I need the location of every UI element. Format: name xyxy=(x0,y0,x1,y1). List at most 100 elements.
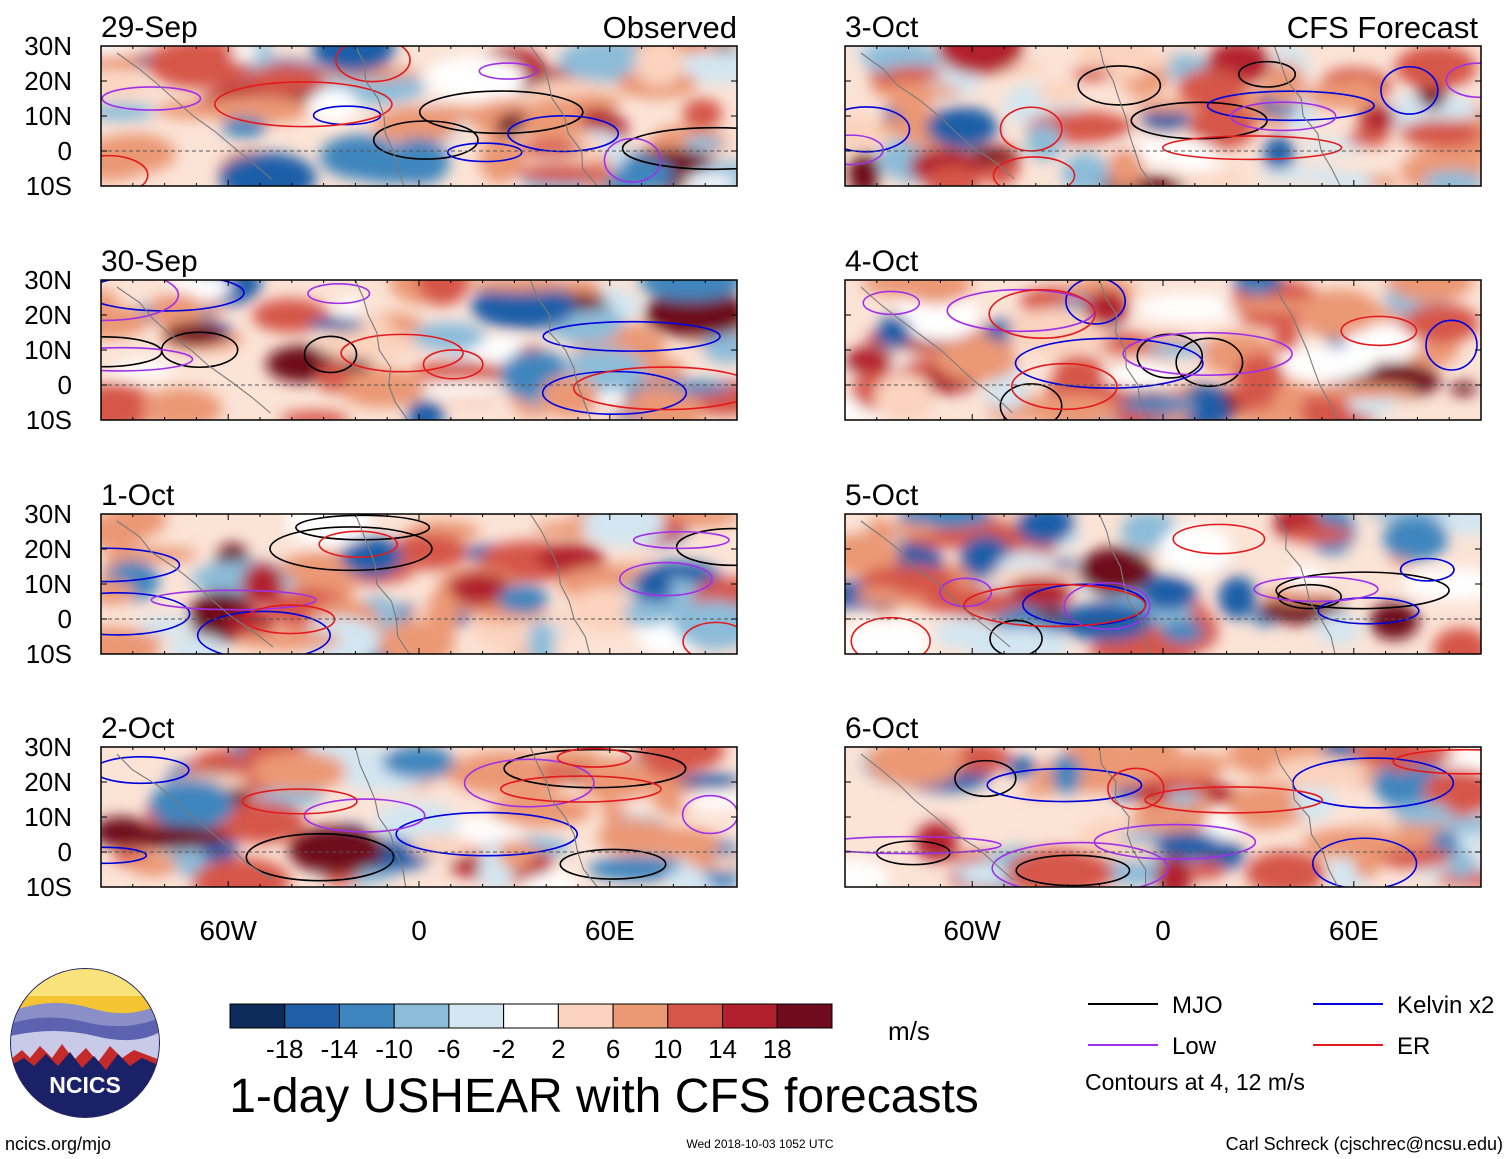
contour-Low xyxy=(463,758,595,808)
contour-Low xyxy=(618,561,713,597)
website-link[interactable]: ncics.org/mjo xyxy=(5,1134,111,1154)
contour-MJO xyxy=(1277,583,1342,610)
contour-ER xyxy=(340,333,464,373)
panel-6-Oct: 6-Oct xyxy=(844,712,1482,888)
heatmap-field xyxy=(845,46,1481,186)
y-tick-label: 10N xyxy=(24,101,72,131)
contour-ER xyxy=(318,530,398,559)
x-tick-label: 60E xyxy=(585,915,635,946)
contour-MJO xyxy=(418,90,584,135)
heatmap-field xyxy=(845,280,1481,420)
contour-ER xyxy=(1107,767,1165,810)
contour-Low xyxy=(862,290,921,316)
contour-Low xyxy=(101,86,202,111)
ncics-logo: NCICS xyxy=(10,968,160,1118)
contour-ER xyxy=(556,747,632,768)
contour-Low xyxy=(939,577,993,608)
panel-date: 5-Oct xyxy=(845,479,919,512)
contour-Kelvin x2 xyxy=(845,106,911,153)
contour-Kelvin x2 xyxy=(1065,280,1126,325)
contour-MJO xyxy=(269,526,433,572)
contour-MJO xyxy=(989,619,1043,654)
colorbar-level: -6 xyxy=(437,1034,460,1064)
colorbar-level: 10 xyxy=(653,1034,682,1064)
y-tick-label: 10S xyxy=(26,639,72,669)
contour-Kelvin x2 xyxy=(542,320,721,352)
contour-Low xyxy=(845,134,884,166)
colorbar-level: 18 xyxy=(763,1034,792,1064)
contour-MJO xyxy=(245,833,395,882)
legend-label: Low xyxy=(1172,1033,1217,1060)
y-tick-label: 20N xyxy=(24,767,72,797)
panel-date: 2-Oct xyxy=(101,712,175,745)
contour-Low xyxy=(101,346,194,372)
heatmap-field xyxy=(101,747,737,887)
contour-Low xyxy=(632,530,730,550)
colorbar-level: 6 xyxy=(606,1034,620,1064)
contour-MJO xyxy=(503,748,687,789)
contour-Low xyxy=(603,137,662,183)
panel-5-Oct: 5-Oct xyxy=(844,479,1482,655)
contour-ER xyxy=(335,46,411,83)
contour-ER xyxy=(850,616,931,654)
contour-ER xyxy=(422,349,484,380)
y-tick-label: 10N xyxy=(24,335,72,365)
contour-MJO xyxy=(1175,337,1244,388)
contour-ER xyxy=(1392,748,1481,775)
contour-MJO xyxy=(621,126,737,171)
heatmap-field xyxy=(101,280,737,420)
contour-ER xyxy=(1010,362,1118,411)
colorbar-level: -10 xyxy=(375,1034,413,1064)
contour-ER xyxy=(572,366,737,411)
contour-ER xyxy=(988,289,1096,340)
contour-Low xyxy=(101,280,180,322)
panel-29-Sep: 30N 20N 10N 0 10S 29-Sep xyxy=(24,11,738,201)
contour-MJO xyxy=(303,335,358,374)
panel-date: 6-Oct xyxy=(845,712,919,745)
observed-header: Observed xyxy=(603,10,737,45)
contour-ER xyxy=(963,583,1147,628)
colorbar-level: -2 xyxy=(492,1034,515,1064)
contour-Kelvin x2 xyxy=(1380,65,1439,115)
contour-MJO xyxy=(559,848,667,880)
x-tick-label: 0 xyxy=(1155,915,1171,946)
forecast-header: CFS Forecast xyxy=(1287,10,1479,45)
contour-Kelvin x2 xyxy=(1399,557,1455,582)
contour-Low xyxy=(303,798,426,833)
contour-Low xyxy=(1253,576,1379,603)
panel-4-Oct: 4-Oct xyxy=(844,245,1482,421)
contour-MJO xyxy=(1015,854,1131,887)
y-tick-label: 20N xyxy=(24,300,72,330)
colorbar-swatch xyxy=(557,1003,614,1029)
legend-label: ER xyxy=(1397,1033,1430,1060)
contour-Low xyxy=(150,589,317,611)
contour-Low xyxy=(845,835,1002,855)
y-tick-label: 10N xyxy=(24,802,72,832)
y-tick-label: 20N xyxy=(24,534,72,564)
colorbar-swatch xyxy=(284,1003,340,1029)
panel-30-Sep: 30N 20N 10N 0 10S 30-Sep xyxy=(24,245,738,435)
contour-Low xyxy=(991,841,1170,887)
colorbar-swatch xyxy=(667,1003,724,1029)
contour-ER xyxy=(1340,315,1418,347)
x-tick-label: 60E xyxy=(1329,915,1379,946)
contour-Kelvin x2 xyxy=(101,547,181,583)
contour-Kelvin x2 xyxy=(101,280,245,312)
contour-ER xyxy=(999,106,1063,152)
x-tick-label: 60W xyxy=(199,915,257,946)
panel-date: 1-Oct xyxy=(101,479,175,512)
heatmap-field xyxy=(845,514,1481,654)
contour-ER xyxy=(101,154,149,186)
colorbar-level: 2 xyxy=(551,1034,565,1064)
contour-Kelvin x2 xyxy=(986,767,1143,803)
contour-Kelvin x2 xyxy=(1206,90,1375,122)
contour-MJO xyxy=(999,383,1063,420)
contour-MJO xyxy=(372,120,479,160)
contour-Kelvin x2 xyxy=(196,610,331,654)
panel-date: 3-Oct xyxy=(845,11,919,44)
contour-Kelvin x2 xyxy=(101,846,148,865)
contour-Kelvin x2 xyxy=(101,756,190,785)
contour-Kelvin x2 xyxy=(1317,597,1420,625)
contour-Low xyxy=(307,282,371,305)
